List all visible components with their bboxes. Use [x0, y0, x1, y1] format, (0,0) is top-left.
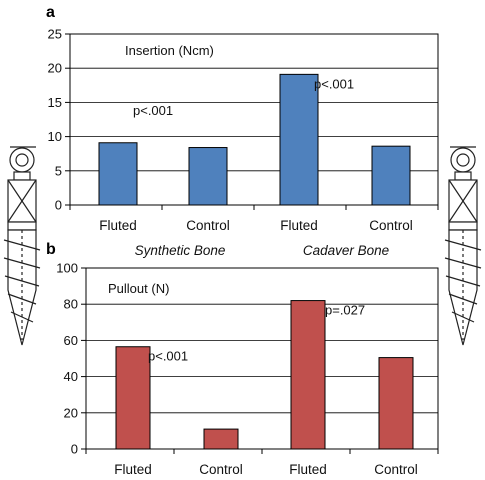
insertion-chart: 0 5 10 15 20 25 Fluted Control Fluted Control Inse…: [48, 27, 439, 233]
bar-fluted-0: [98, 142, 138, 206]
y-tick-label: 80: [64, 297, 78, 312]
y-tick-label: 10: [48, 129, 62, 144]
p-value-annotation: p<.001: [314, 76, 354, 91]
panel-letter-b: b: [46, 241, 56, 258]
panel-letter-a: a: [46, 4, 55, 21]
y-tick-label: 40: [64, 369, 78, 384]
y-tick-label: 0: [55, 198, 62, 213]
bar-fluted-2: [279, 73, 319, 206]
pullout-chart: 0 20 40 60 80 100 Fluted Control Fluted Control Pu…: [56, 261, 439, 477]
bar-control-3: [371, 145, 411, 206]
category-label: Fluted: [280, 218, 318, 233]
chart-title: Pullout (N): [108, 281, 169, 296]
y-tick-label: 0: [71, 442, 78, 457]
group-label-synthetic-bone: Synthetic Bone: [135, 243, 226, 258]
bar-control-3: [378, 357, 414, 450]
right-implant-illustration: [444, 146, 482, 346]
category-label: Control: [199, 462, 243, 477]
p-value-annotation: p=.027: [325, 303, 365, 318]
bar-fluted-2: [290, 300, 326, 450]
chart-title: Insertion (Ncm): [125, 43, 214, 58]
category-label: Fluted: [289, 462, 327, 477]
p-value-annotation: p<.001: [133, 103, 173, 118]
category-label: Control: [369, 218, 413, 233]
y-tick-label: 5: [55, 163, 62, 178]
y-tick-label: 20: [64, 405, 78, 420]
category-label: Control: [374, 462, 418, 477]
left-implant-illustration: [3, 146, 41, 346]
bar-control-1: [188, 147, 228, 206]
y-tick-label: 25: [48, 27, 62, 42]
y-tick-label: 15: [48, 95, 62, 110]
y-tick-label: 20: [48, 61, 62, 76]
category-label: Fluted: [114, 462, 152, 477]
category-label: Fluted: [99, 218, 137, 233]
y-tick-label: 60: [64, 333, 78, 348]
y-tick-label: 100: [56, 261, 78, 276]
bar-control-1: [203, 428, 239, 450]
p-value-annotation: p<.001: [148, 349, 188, 364]
bar-fluted-0: [115, 346, 151, 450]
category-label: Control: [186, 218, 230, 233]
group-label-cadaver-bone: Cadaver Bone: [303, 243, 389, 258]
